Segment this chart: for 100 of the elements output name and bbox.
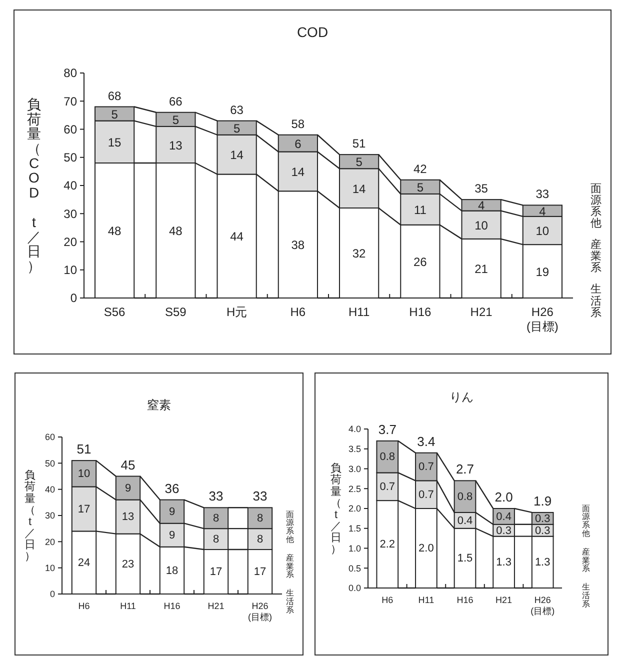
data-label: 4 [478, 198, 485, 213]
y-tick-label: 0.5 [348, 563, 361, 574]
x-tick-label: H26 (目標) [248, 601, 272, 622]
data-label: 5 [111, 107, 118, 122]
data-label: 0.7 [380, 481, 396, 494]
x-tick-label: H元 [226, 305, 248, 319]
total-label: 1.9 [534, 493, 552, 508]
y-tick-label: 20 [64, 234, 78, 249]
total-label: 33 [536, 187, 550, 202]
series-label: 面源系他 [286, 510, 294, 544]
data-label: 26 [414, 254, 428, 269]
y-tick-label: 10 [44, 562, 55, 573]
total-label: 45 [120, 457, 136, 472]
data-label: 6 [294, 136, 302, 151]
y-tick-label: 50 [44, 458, 55, 468]
data-label: 14 [352, 182, 366, 196]
data-label: 2.2 [380, 538, 396, 551]
x-tick-label: H16 [164, 601, 180, 611]
y-tick-label: 2.5 [348, 484, 361, 494]
series-label: 産業系 [286, 553, 294, 580]
data-label: 9 [168, 530, 176, 542]
y-tick-label: 3.5 [348, 444, 361, 454]
data-label: 23 [122, 558, 134, 570]
x-tick-label: H26 (目標) [530, 595, 555, 616]
x-tick-label: H6 [382, 595, 394, 605]
data-label: 13 [122, 511, 134, 524]
total-label: 3.7 [378, 422, 396, 437]
total-label: 36 [164, 480, 180, 496]
data-label: 5 [356, 155, 363, 170]
total-label: 33 [252, 488, 268, 504]
text: 産業系 [582, 547, 590, 574]
y-tick-label: 0.0 [348, 583, 361, 594]
data-label: 44 [230, 230, 244, 244]
total-label: 3.4 [417, 434, 436, 449]
data-label: 0.8 [380, 451, 396, 464]
data-label: 21 [474, 262, 488, 276]
y-tick-label: 1.0 [348, 543, 361, 554]
data-label: 8 [212, 512, 220, 525]
total-label: 51 [76, 442, 92, 457]
series-label: 生活系 [286, 588, 294, 614]
data-label: 17 [210, 566, 222, 578]
x-tick-label: H16 [456, 595, 474, 605]
y-tick-label: 40 [44, 484, 55, 494]
data-label: 8 [256, 512, 264, 525]
data-label: 1.3 [496, 556, 512, 569]
data-label: 5 [416, 180, 424, 194]
y-tick-label: 50 [64, 150, 78, 165]
text: 負荷量（COD t／日） [27, 96, 41, 274]
text: 生活系 [582, 582, 590, 608]
x-tick-label: H21 [470, 305, 493, 319]
y-tick-label: 60 [44, 432, 55, 442]
y-tick-label: 70 [64, 94, 78, 108]
data-label: 10 [474, 218, 488, 232]
y-tick-label: 20 [44, 536, 55, 547]
data-label: 0.4 [496, 510, 512, 523]
x-tick-label: S56 [104, 305, 126, 319]
data-label: 1.3 [534, 556, 550, 569]
data-label: 10 [536, 224, 550, 238]
data-label: 2.0 [418, 542, 434, 555]
x-tick-label: H11 [120, 601, 136, 611]
text: 産業系 [590, 238, 602, 274]
data-label: 38 [291, 238, 305, 252]
chart-title: 窒素 [147, 398, 171, 412]
x-tick-label: H11 [348, 305, 370, 319]
data-label: 4 [539, 204, 546, 218]
text: 面源系他 [582, 504, 590, 538]
x-tick-label: H26 (目標) [526, 305, 558, 334]
data-label: 15 [108, 135, 122, 150]
data-label: 14 [291, 164, 305, 179]
total-label: 2.0 [494, 490, 513, 504]
data-label: 11 [414, 202, 427, 217]
total-label: 42 [414, 162, 428, 176]
text: 面源系他 [590, 182, 602, 230]
chart-title: COD [296, 24, 328, 40]
data-label: 0.7 [418, 489, 434, 502]
data-label: 48 [169, 224, 183, 238]
y-tick-label: 1.5 [348, 524, 361, 534]
data-label: 19 [536, 264, 550, 279]
x-tick-label: H11 [418, 595, 434, 605]
data-label: 0.3 [534, 512, 550, 525]
y-tick-label: 40 [64, 178, 78, 193]
y-tick-label: 30 [64, 206, 78, 221]
y-axis-title: 負荷量（t／日） [330, 462, 342, 556]
data-label: 0.8 [457, 490, 473, 503]
y-axis-title: 負荷量（t／日） [24, 470, 36, 562]
y-tick-label: 0 [70, 291, 78, 306]
text: 生活系 [590, 282, 602, 319]
total-label: 35 [474, 182, 488, 196]
data-label: 8 [212, 533, 220, 546]
total-label: 33 [208, 488, 224, 504]
data-label: 13 [169, 138, 183, 152]
x-tick-label: S59 [165, 305, 187, 319]
data-label: 8 [256, 533, 264, 546]
data-label: 24 [78, 557, 90, 570]
data-label: 5 [172, 112, 180, 127]
total-label: 2.7 [456, 462, 474, 477]
data-label: 18 [166, 564, 178, 577]
data-label: 0.3 [534, 524, 550, 537]
x-tick-label: H21 [496, 595, 512, 605]
data-label: 9 [124, 482, 132, 494]
